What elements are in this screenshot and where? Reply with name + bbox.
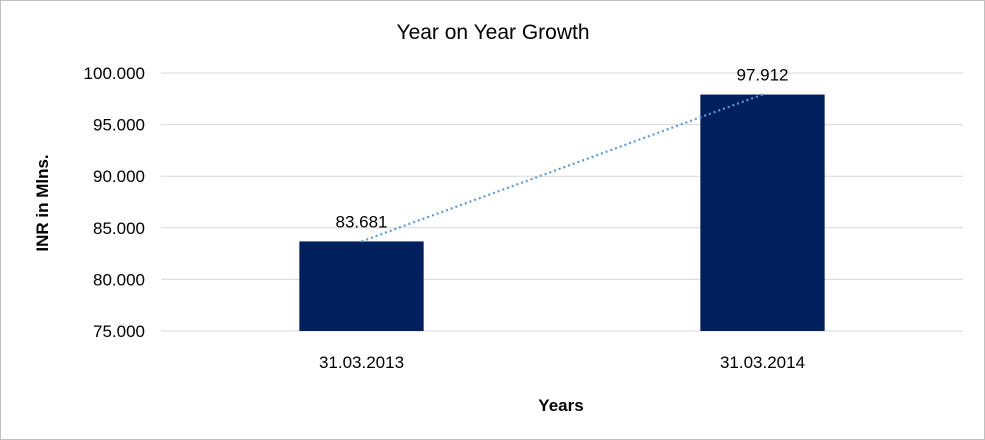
y-tick-label: 80.000 (93, 270, 145, 289)
category-label: 31.03.2014 (720, 353, 805, 372)
chart-title: Year on Year Growth (396, 21, 589, 44)
bar (700, 94, 825, 331)
y-tick-label: 75.000 (93, 322, 145, 341)
bar (299, 241, 424, 331)
trendline (361, 93, 763, 243)
x-axis-title: Years (538, 396, 583, 415)
category-label: 31.03.2013 (319, 353, 404, 372)
y-tick-label: 100.000 (84, 64, 145, 83)
y-axis-title: INR in Mlns. (33, 154, 52, 251)
data-labels: 83.681 97.912 (336, 66, 789, 232)
bars (299, 94, 825, 331)
x-axis-categories: 31.03.2013 31.03.2014 (319, 353, 805, 372)
gridlines (161, 72, 963, 332)
y-tick-label: 85.000 (93, 219, 145, 238)
y-axis-ticks: 75.000 80.000 85.000 90.000 95.000 100.000 (84, 64, 145, 341)
trendline-layer (361, 93, 763, 243)
y-tick-label: 95.000 (93, 116, 145, 135)
data-label: 83.681 (336, 212, 388, 231)
data-label: 97.912 (737, 66, 789, 85)
y-tick-label: 90.000 (93, 167, 145, 186)
